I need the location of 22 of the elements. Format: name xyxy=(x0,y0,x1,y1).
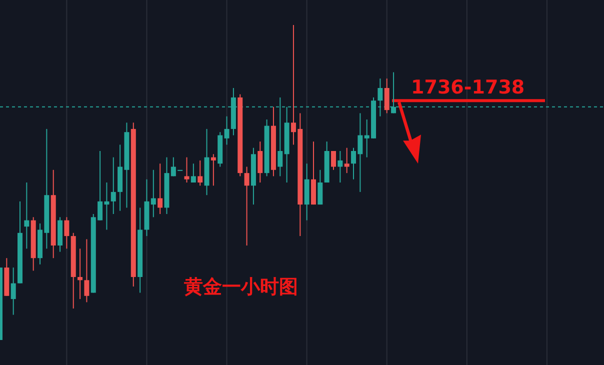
candlestick xyxy=(258,141,263,183)
candlestick xyxy=(344,147,350,174)
candlestick xyxy=(64,216,70,250)
annotation: 1736-1738 xyxy=(411,76,525,99)
candlestick xyxy=(244,166,250,246)
candlestick xyxy=(158,163,163,214)
candlestick xyxy=(338,150,343,183)
text: 黄金一小时图 xyxy=(183,276,298,298)
candlestick xyxy=(224,116,230,146)
candlestick xyxy=(24,182,30,250)
candlestick xyxy=(198,160,203,186)
candlestick xyxy=(110,156,116,214)
candlestick xyxy=(331,150,336,170)
candlestick xyxy=(210,154,216,186)
candlestick xyxy=(84,238,90,303)
candlestick xyxy=(384,78,390,114)
candlestick xyxy=(10,267,16,316)
candlestick xyxy=(78,248,83,300)
candlestick xyxy=(150,169,156,218)
candlestick xyxy=(184,156,190,183)
candlestick xyxy=(190,163,196,183)
candlestick xyxy=(318,169,323,206)
